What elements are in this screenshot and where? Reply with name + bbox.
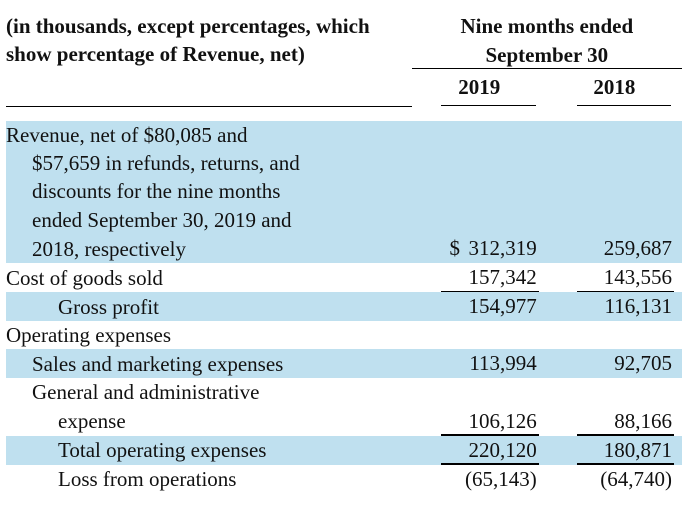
year-2018-header: 2018 <box>547 69 682 107</box>
row-label: discounts for the nine months <box>6 177 412 205</box>
row-label: General and administrative <box>6 378 412 406</box>
table-caption: (in thousands, except percentages, which… <box>6 12 412 69</box>
caption-line-1: (in thousands, except percentages, which <box>6 14 370 38</box>
period-title: Nine months ended <box>412 12 682 41</box>
value-2019: 154,977 <box>412 292 547 321</box>
row-label: Revenue, net of $80,085 and <box>6 121 412 149</box>
caption-underline <box>6 69 412 107</box>
value-2019 <box>412 206 547 234</box>
value-2019 <box>412 121 547 149</box>
table-row: discounts for the nine months <box>6 177 682 205</box>
currency-symbol: $ <box>449 236 460 261</box>
value-2019: $312,319 <box>412 234 547 263</box>
period-subtitle: September 30 <box>412 41 682 69</box>
table-row: Operating expenses <box>6 321 682 349</box>
value-2018 <box>547 378 682 406</box>
row-label: ended September 30, 2019 and <box>6 206 412 234</box>
value-2018: (64,740) <box>547 465 682 494</box>
table-row: General and administrative <box>6 378 682 406</box>
value-2018 <box>547 206 682 234</box>
table-row: expense106,12688,166 <box>6 407 682 436</box>
value-2019: 113,994 <box>412 349 547 378</box>
row-label: expense <box>6 407 412 436</box>
value-2018: 180,871 <box>547 436 682 465</box>
table-header: (in thousands, except percentages, which… <box>6 12 682 121</box>
value-2018 <box>547 177 682 205</box>
value-2018: 143,556 <box>547 263 682 292</box>
table-row: ended September 30, 2019 and <box>6 206 682 234</box>
value-2018: 88,166 <box>547 407 682 436</box>
row-label: Loss from operations <box>6 465 412 494</box>
table-row: Total operating expenses220,120180,871 <box>6 436 682 465</box>
value-2019 <box>412 149 547 177</box>
value-2018 <box>547 121 682 149</box>
table-row: Revenue, net of $80,085 and <box>6 121 682 149</box>
value-2019 <box>412 321 547 349</box>
row-label: Gross profit <box>6 292 412 321</box>
value-2018: 92,705 <box>547 349 682 378</box>
value-2019 <box>412 378 547 406</box>
table-row: Loss from operations(65,143)(64,740) <box>6 465 682 494</box>
value-2018: 116,131 <box>547 292 682 321</box>
row-label: 2018, respectively <box>6 234 412 263</box>
caption-line-2: show percentage of Revenue, net) <box>6 42 305 66</box>
row-label: Cost of goods sold <box>6 263 412 292</box>
value-2018: 259,687 <box>547 234 682 263</box>
table-row: $57,659 in refunds, returns, and <box>6 149 682 177</box>
value-2019: 220,120 <box>412 436 547 465</box>
table-row: Gross profit154,977116,131 <box>6 292 682 321</box>
row-label: Operating expenses <box>6 321 412 349</box>
value-2019: 157,342 <box>412 263 547 292</box>
value-2019: (65,143) <box>412 465 547 494</box>
row-label: Total operating expenses <box>6 436 412 465</box>
row-label: Sales and marketing expenses <box>6 349 412 378</box>
value-2018 <box>547 321 682 349</box>
financial-table-container: (in thousands, except percentages, which… <box>0 0 700 494</box>
value-2019: 106,126 <box>412 407 547 436</box>
table-row: Sales and marketing expenses113,99492,70… <box>6 349 682 378</box>
value-2018 <box>547 149 682 177</box>
row-label: $57,659 in refunds, returns, and <box>6 149 412 177</box>
table-row: Cost of goods sold157,342143,556 <box>6 263 682 292</box>
year-2019-header: 2019 <box>412 69 547 107</box>
table-body: Revenue, net of $80,085 and$57,659 in re… <box>6 121 682 494</box>
table-row: 2018, respectively$312,319259,687 <box>6 234 682 263</box>
value-2019 <box>412 177 547 205</box>
